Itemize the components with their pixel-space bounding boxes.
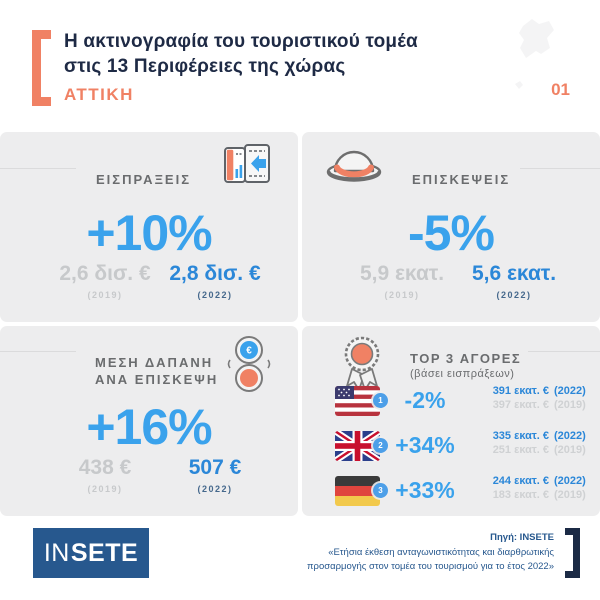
region-label: ΑΤΤΙΚΗ — [64, 85, 134, 105]
receipts-pos-card-icon — [222, 142, 272, 193]
insete-logo: IN SETE — [33, 528, 149, 578]
usa-flag-icon: 1 — [335, 386, 388, 416]
decorative-rule — [0, 351, 76, 352]
svg-text:€: € — [246, 346, 252, 357]
panel-avg-spend: ΜΕΣΗ ΔΑΠΑΝΗ ΑΝΑ ΕΠΙΣΚΕΨΗ € +16% 438 € (2… — [0, 326, 298, 516]
decorative-rule — [520, 168, 600, 169]
rank-badge: 1 — [373, 393, 388, 408]
source-attribution: Πηγή: INSETE «Ετήσια έκθεση ανταγωνιστικ… — [306, 532, 554, 573]
germany-values: 244 εκατ. € 183 εκατ. € — [492, 475, 549, 501]
market-row-usa: 1 -2% 391 εκατ. € 397 εκατ. € (2022) (20… — [302, 383, 600, 423]
receipts-2019-value: 2,6 δισ. € (2019) — [59, 262, 151, 300]
page-number: 01 — [551, 80, 570, 99]
market-row-uk: 2 +34% 335 εκατ. € 251 εκατ. € (2022) (2… — [302, 428, 600, 468]
panel-top-markets-title: TOP 3 ΑΓΟΡΕΣ (βάσει εισπράξεων) — [410, 350, 522, 380]
decorative-rule — [528, 351, 600, 352]
receipts-change-pct: +10% — [86, 205, 212, 261]
receipts-2022-value: 2,8 δισ. € (2022) — [169, 262, 261, 300]
medal-rosette-icon — [336, 332, 388, 397]
panel-top-markets: TOP 3 ΑΓΟΡΕΣ (βάσει εισπράξεων) 1 — [302, 326, 600, 516]
header: Η ακτινογραφία του τουριστικού τομέα στι… — [64, 30, 418, 105]
market-row-germany: 3 +33% 244 εκατ. € 183 εκατ. € (2022) (2… — [302, 473, 600, 513]
avg-spend-change-pct: +16% — [86, 399, 212, 455]
panel-top-markets-subtitle: (βάσει εισπράξεων) — [410, 367, 515, 380]
germany-years: (2022) (2019) — [554, 475, 586, 501]
rank-badge: 2 — [373, 438, 388, 453]
footer-close-bracket — [565, 528, 580, 578]
page-title-line1: Η ακτινογραφία του τουριστικού τομέα — [64, 31, 418, 52]
rank-badge: 3 — [373, 483, 388, 498]
panel-visits: ΕΠΙΣΚΕΨΕΙΣ -5% 5,9 εκατ. (2019) 5,6 εκατ… — [302, 132, 600, 322]
germany-flag-icon: 3 — [335, 476, 388, 506]
uk-values: 335 εκατ. € 251 εκατ. € — [492, 430, 549, 456]
title-open-bracket — [32, 30, 51, 106]
euro-coins-icon: € — [226, 334, 272, 401]
usa-change-pct: -2% — [404, 387, 446, 413]
panel-visits-title: ΕΠΙΣΚΕΨΕΙΣ — [412, 171, 511, 187]
decorative-rule — [0, 168, 76, 169]
avg-spend-2022-value: 507 € (2022) — [188, 456, 242, 494]
uk-flag-icon: 2 — [335, 431, 388, 461]
usa-years: (2022) (2019) — [554, 385, 586, 411]
uk-change-pct: +34% — [395, 432, 455, 458]
panel-avg-spend-title: ΜΕΣΗ ΔΑΠΑΝΗ ΑΝΑ ΕΠΙΣΚΕΨΗ — [95, 354, 219, 388]
attica-map-watermark — [515, 19, 554, 89]
sun-hat-icon — [324, 140, 384, 193]
panel-receipts-title: ΕΙΣΠΡΑΞΕΙΣ — [96, 171, 192, 187]
panel-receipts: ΕΙΣΠΡΑΞΕΙΣ +10% 2,6 δισ. € (2019) — [0, 132, 298, 322]
germany-change-pct: +33% — [395, 477, 455, 503]
page-title-line2: στις 13 Περιφέρειες της χώρας — [64, 55, 346, 77]
usa-values: 391 εκατ. € 397 εκατ. € — [492, 385, 549, 411]
visits-2019-value: 5,9 εκατ. (2019) — [359, 262, 445, 300]
visits-2022-value: 5,6 εκατ. (2022) — [471, 262, 557, 300]
visits-change-pct: -5% — [408, 205, 495, 261]
avg-spend-2019-value: 438 € (2019) — [78, 456, 132, 494]
uk-years: (2022) (2019) — [554, 430, 586, 456]
metrics-grid: ΕΙΣΠΡΑΞΕΙΣ +10% 2,6 δισ. € (2019) — [0, 132, 600, 516]
